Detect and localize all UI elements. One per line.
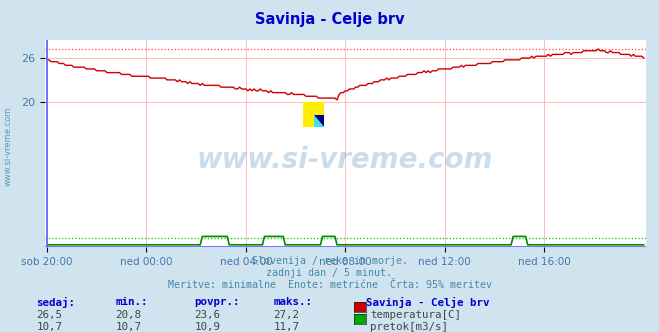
Text: www.si-vreme.com: www.si-vreme.com [197, 146, 494, 174]
Text: Slovenija / reke in morje.: Slovenija / reke in morje. [252, 256, 407, 266]
Text: 10,9: 10,9 [194, 322, 220, 332]
Text: zadnji dan / 5 minut.: zadnji dan / 5 minut. [266, 268, 393, 278]
Text: 20,8: 20,8 [115, 310, 141, 320]
Text: 11,7: 11,7 [273, 322, 299, 332]
Text: Meritve: minimalne  Enote: metrične  Črta: 95% meritev: Meritve: minimalne Enote: metrične Črta:… [167, 280, 492, 290]
Text: min.:: min.: [115, 297, 148, 307]
Text: maks.:: maks.: [273, 297, 312, 307]
Text: 27,2: 27,2 [273, 310, 299, 320]
Text: www.si-vreme.com: www.si-vreme.com [3, 106, 13, 186]
Text: sedaj:: sedaj: [36, 297, 75, 308]
Text: pretok[m3/s]: pretok[m3/s] [370, 322, 448, 332]
Text: 10,7: 10,7 [115, 322, 141, 332]
Text: povpr.:: povpr.: [194, 297, 240, 307]
Text: 23,6: 23,6 [194, 310, 220, 320]
Text: Savinja - Celje brv: Savinja - Celje brv [254, 12, 405, 27]
Text: Savinja - Celje brv: Savinja - Celje brv [366, 297, 489, 308]
Text: temperatura[C]: temperatura[C] [370, 310, 461, 320]
Text: 26,5: 26,5 [36, 310, 62, 320]
Text: 10,7: 10,7 [36, 322, 62, 332]
Polygon shape [314, 115, 324, 127]
